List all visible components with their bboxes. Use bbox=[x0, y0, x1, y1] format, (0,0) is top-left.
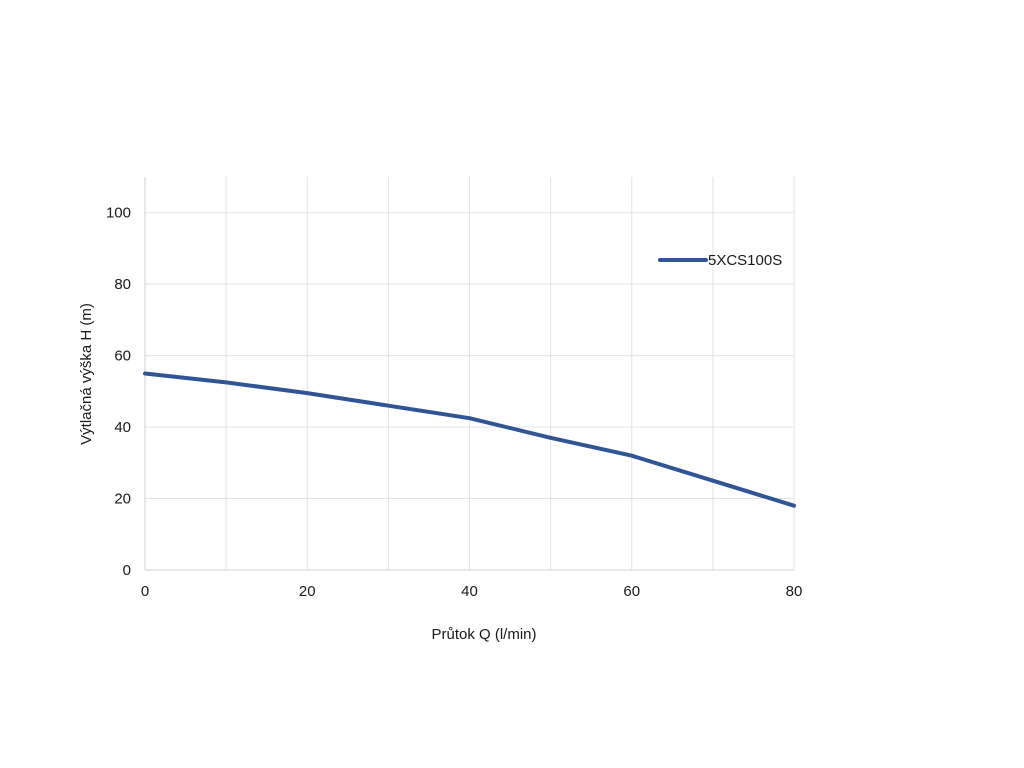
x-tick-labels: 0 20 40 60 80 bbox=[141, 583, 803, 600]
y-tick-label: 80 bbox=[114, 276, 131, 293]
y-tick-label: 0 bbox=[123, 562, 131, 579]
x-tick-label: 0 bbox=[141, 583, 149, 600]
legend: 5XCS100S bbox=[658, 252, 782, 269]
legend-label: 5XCS100S bbox=[708, 252, 782, 269]
x-tick-label: 60 bbox=[623, 583, 640, 600]
grid bbox=[145, 177, 795, 570]
y-tick-label: 100 bbox=[106, 205, 131, 222]
x-tick-label: 20 bbox=[299, 583, 316, 600]
x-axis-title: Průtok Q (l/min) bbox=[431, 626, 536, 643]
y-axis-title: Výtlačná výška H (m) bbox=[78, 303, 95, 445]
series-layer bbox=[143, 371, 796, 508]
y-tick-label: 20 bbox=[114, 491, 131, 508]
y-tick-label: 40 bbox=[114, 419, 131, 436]
y-tick-labels: 0 20 40 60 80 100 bbox=[106, 205, 131, 579]
y-tick-label: 60 bbox=[114, 348, 131, 365]
x-tick-label: 40 bbox=[461, 583, 478, 600]
series-line bbox=[143, 371, 796, 508]
x-tick-label: 80 bbox=[786, 583, 803, 600]
